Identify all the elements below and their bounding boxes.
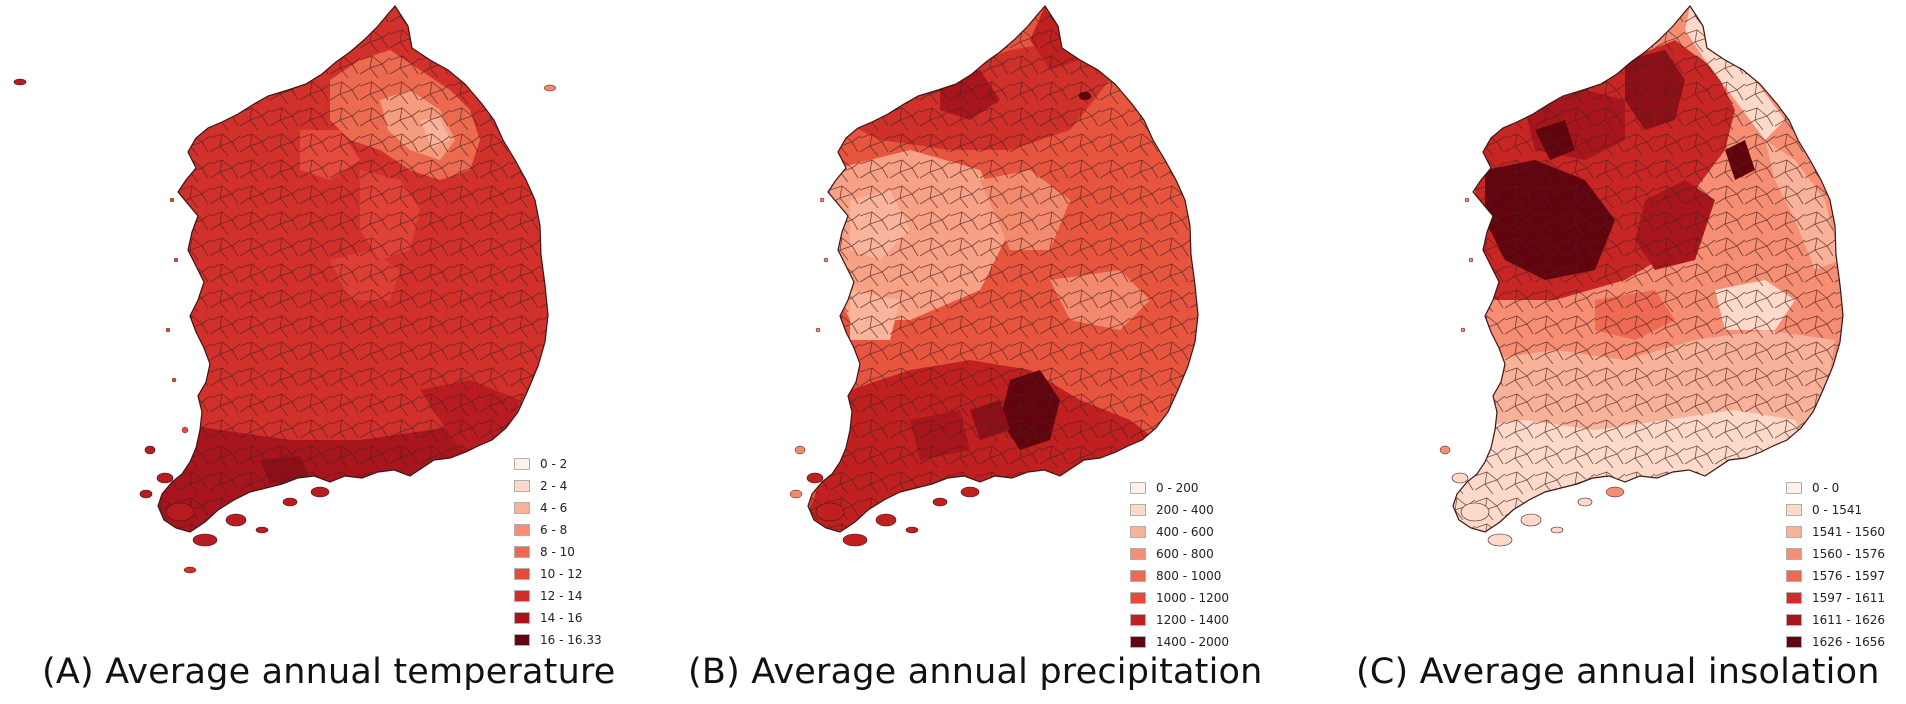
caption-temperature: (A) Average annual temperature — [42, 652, 616, 692]
legend-item: 1541 - 1560 — [1786, 521, 1885, 543]
legend-item: 1400 - 2000 — [1130, 631, 1229, 653]
legend-item: 200 - 400 — [1130, 499, 1229, 521]
legend-swatch — [1786, 526, 1802, 538]
legend-swatch — [514, 612, 530, 624]
legend-label: 1560 - 1576 — [1812, 547, 1886, 561]
legend-label: 800 - 1000 — [1156, 569, 1222, 583]
legend-swatch — [1130, 526, 1146, 538]
legend-item: 1597 - 1611 — [1786, 587, 1885, 609]
caption-insolation: (C) Average annual insolation — [1356, 652, 1880, 692]
legend-precipitation: 0 - 200 200 - 400 400 - 600 600 - 800 800 - … — [1130, 477, 1229, 653]
legend-swatch — [514, 524, 530, 536]
legend-swatch — [1786, 636, 1802, 648]
legend-label: 8 - 10 — [540, 545, 575, 559]
legend-item: 1000 - 1200 — [1130, 587, 1229, 609]
legend-item: 400 - 600 — [1130, 521, 1229, 543]
map-insolation — [1078, 5, 1844, 547]
legend-swatch — [514, 502, 530, 514]
legend-swatch — [1130, 636, 1146, 648]
legend-label: 1576 - 1597 — [1812, 569, 1886, 583]
legend-swatch — [1130, 592, 1146, 604]
legend-label: 1400 - 2000 — [1156, 635, 1230, 649]
legend-item: 8 - 10 — [514, 541, 602, 563]
legend-swatch — [1786, 592, 1802, 604]
legend-item: 4 - 6 — [514, 497, 602, 519]
legend-label: 1000 - 1200 — [1156, 591, 1230, 605]
legend-item: 1560 - 1576 — [1786, 543, 1885, 565]
legend-item: 0 - 2 — [514, 453, 602, 475]
legend-label: 1626 - 1656 — [1812, 635, 1886, 649]
legend-item: 800 - 1000 — [1130, 565, 1229, 587]
legend-label: 14 - 16 — [540, 611, 583, 625]
legend-item: 1611 - 1626 — [1786, 609, 1885, 631]
legend-swatch — [514, 590, 530, 602]
legend-label: 2 - 4 — [540, 479, 568, 493]
legend-item: 6 - 8 — [514, 519, 602, 541]
legend-insolation: 0 - 0 0 - 1541 1541 - 1560 1560 - 1576 1576 … — [1786, 477, 1885, 653]
legend-label: 1597 - 1611 — [1812, 591, 1886, 605]
legend-item: 0 - 1541 — [1786, 499, 1885, 521]
legend-label: 0 - 200 — [1156, 481, 1199, 495]
legend-item: 0 - 0 — [1786, 477, 1885, 499]
legend-label: 1611 - 1626 — [1812, 613, 1886, 627]
legend-label: 1200 - 1400 — [1156, 613, 1230, 627]
legend-label: 0 - 2 — [540, 457, 568, 471]
legend-swatch — [1786, 482, 1802, 494]
legend-label: 12 - 14 — [540, 589, 583, 603]
legend-swatch — [1786, 548, 1802, 560]
legend-swatch — [514, 546, 530, 558]
map-precipitation — [543, 5, 1199, 547]
map-temperature — [13, 5, 549, 574]
legend-item: 10 - 12 — [514, 563, 602, 585]
legend-item: 1576 - 1597 — [1786, 565, 1885, 587]
legend-item: 1200 - 1400 — [1130, 609, 1229, 631]
legend-swatch — [1786, 570, 1802, 582]
legend-swatch — [514, 480, 530, 492]
legend-label: 4 - 6 — [540, 501, 568, 515]
legend-label: 6 - 8 — [540, 523, 568, 537]
legend-item: 1626 - 1656 — [1786, 631, 1885, 653]
legend-swatch — [1130, 614, 1146, 626]
legend-label: 10 - 12 — [540, 567, 583, 581]
legend-swatch — [1130, 504, 1146, 516]
legend-swatch — [514, 458, 530, 470]
legend-item: 600 - 800 — [1130, 543, 1229, 565]
legend-swatch — [514, 568, 530, 580]
legend-label: 1541 - 1560 — [1812, 525, 1886, 539]
legend-label: 0 - 0 — [1812, 481, 1840, 495]
legend-swatch — [514, 634, 530, 646]
legend-item: 2 - 4 — [514, 475, 602, 497]
legend-swatch — [1130, 548, 1146, 560]
legend-label: 200 - 400 — [1156, 503, 1214, 517]
legend-swatch — [1786, 614, 1802, 626]
legend-swatch — [1130, 482, 1146, 494]
legend-swatch — [1786, 504, 1802, 516]
legend-swatch — [1130, 570, 1146, 582]
legend-temperature: 0 - 2 2 - 4 4 - 6 6 - 8 8 - 10 10 - 12 12 - 14… — [514, 453, 602, 651]
legend-item: 12 - 14 — [514, 585, 602, 607]
legend-label: 16 - 16.33 — [540, 633, 602, 647]
caption-precipitation: (B) Average annual precipitation — [688, 652, 1263, 692]
legend-item: 16 - 16.33 — [514, 629, 602, 651]
legend-label: 400 - 600 — [1156, 525, 1214, 539]
legend-item: 14 - 16 — [514, 607, 602, 629]
legend-label: 0 - 1541 — [1812, 503, 1863, 517]
legend-label: 600 - 800 — [1156, 547, 1214, 561]
legend-item: 0 - 200 — [1130, 477, 1229, 499]
